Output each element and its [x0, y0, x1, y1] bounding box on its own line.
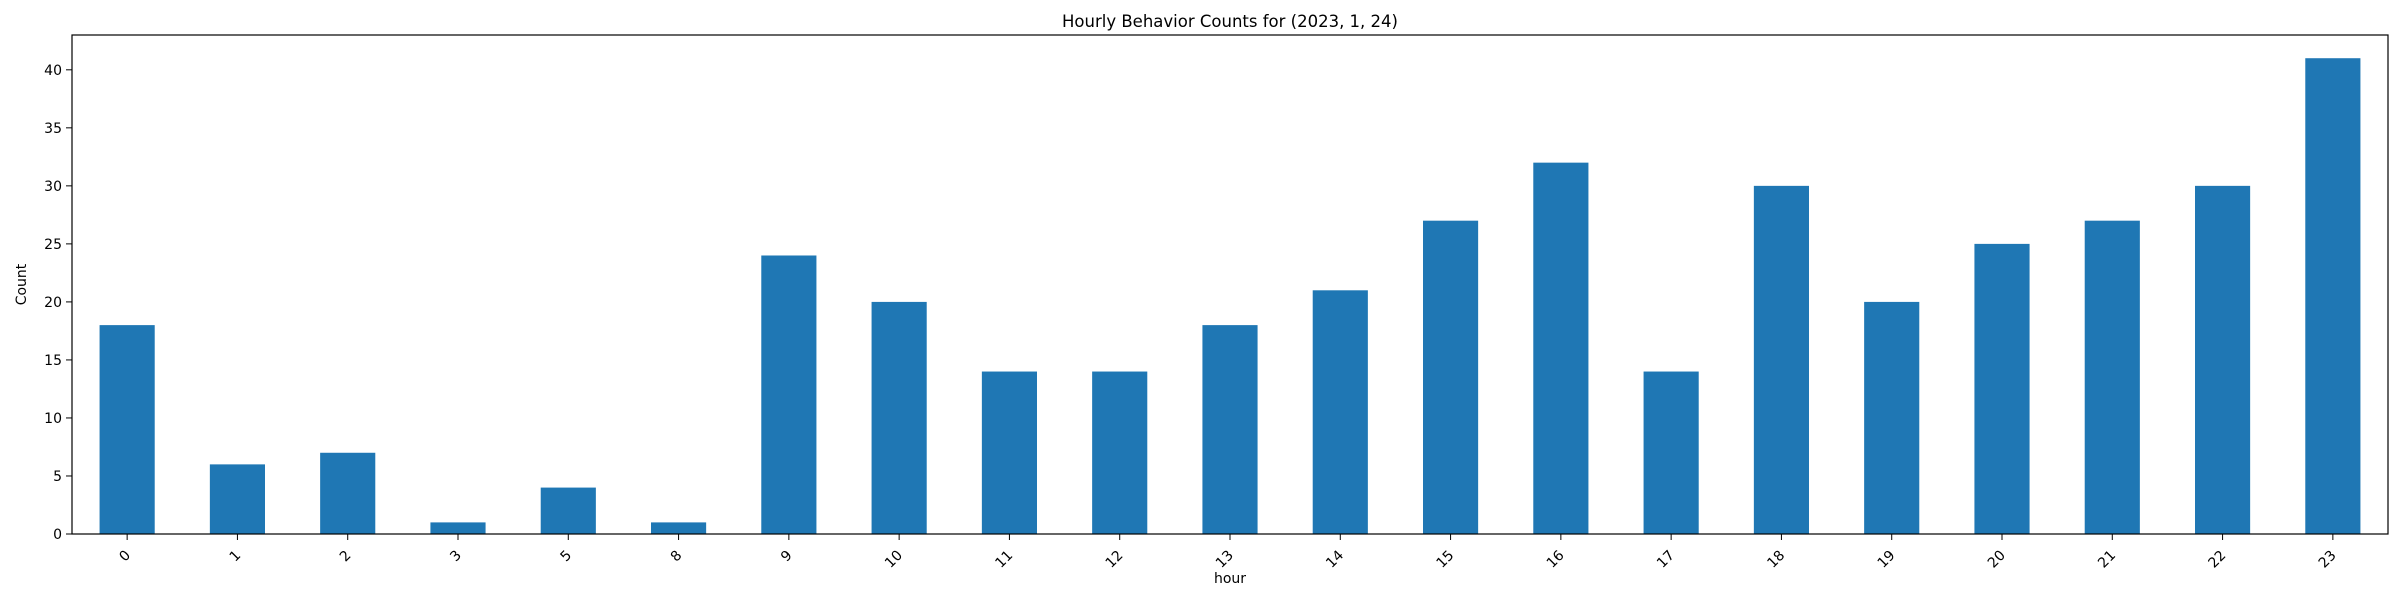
bar-hour-3 — [430, 522, 486, 534]
x-tick-label: 10 — [882, 548, 906, 572]
x-axis-ticks: 0 1 2 3 5 8 9 10 11 12 13 14 15 16 17 18 19 20 21 22 23 — [116, 534, 2340, 572]
x-tick-label: 19 — [1875, 548, 1899, 572]
x-tick-label: 23 — [2316, 548, 2340, 572]
x-tick-label: 22 — [2205, 548, 2229, 572]
x-tick-label: 0 — [116, 548, 134, 566]
x-tick-label: 5 — [557, 548, 575, 566]
bar-hour-2 — [320, 452, 376, 534]
x-tick-label: 2 — [337, 548, 355, 566]
y-axis-ticks: 0 5 10 15 20 25 30 35 40 — [44, 63, 72, 543]
chart-title: Hourly Behavior Counts for (2023, 1, 24) — [1062, 12, 1398, 31]
y-tick-label: 10 — [44, 411, 62, 427]
x-tick-label: 15 — [1433, 548, 1457, 572]
bars — [99, 58, 2361, 535]
bar-hour-0 — [99, 325, 155, 534]
bar-hour-17 — [1643, 371, 1699, 534]
bar-hour-22 — [2195, 185, 2251, 534]
y-tick-label: 15 — [44, 353, 62, 369]
bar-hour-11 — [981, 371, 1037, 534]
bar-hour-10 — [871, 301, 927, 534]
y-tick-label: 0 — [53, 527, 62, 543]
x-tick-label: 1 — [227, 548, 245, 566]
plot-frame — [71, 34, 2389, 535]
bar-hour-9 — [761, 255, 817, 534]
x-tick-label: 11 — [992, 548, 1016, 572]
x-axis-label: hour — [1214, 571, 1246, 587]
bar-hour-8 — [651, 522, 707, 534]
bar-hour-13 — [1202, 325, 1258, 534]
y-tick-label: 20 — [44, 295, 62, 311]
x-tick-label: 13 — [1213, 548, 1237, 572]
x-tick-label: 9 — [778, 548, 796, 566]
x-tick-label: 8 — [668, 548, 686, 566]
x-tick-label: 18 — [1764, 548, 1788, 572]
bar-hour-19 — [1864, 301, 1920, 534]
bar-hour-20 — [1974, 243, 2030, 534]
x-tick-label: 20 — [1985, 548, 2009, 572]
bar-hour-16 — [1533, 162, 1589, 534]
bar-hour-15 — [1423, 220, 1479, 534]
y-tick-label: 35 — [44, 121, 62, 137]
bar-hour-21 — [2084, 220, 2140, 534]
x-tick-label: 21 — [2095, 548, 2119, 572]
y-tick-label: 40 — [44, 63, 62, 79]
bar-hour-14 — [1312, 290, 1368, 534]
bar-hour-23 — [2305, 58, 2361, 535]
y-tick-label: 25 — [44, 237, 62, 253]
y-axis-label: Count — [14, 263, 30, 305]
x-tick-label: 12 — [1103, 548, 1127, 572]
bar-hour-5 — [540, 487, 596, 534]
bar-hour-12 — [1092, 371, 1148, 534]
x-tick-label: 16 — [1544, 547, 1568, 571]
x-tick-label: 3 — [447, 548, 465, 566]
y-tick-label: 5 — [53, 469, 62, 485]
bar-hour-1 — [209, 464, 265, 534]
x-tick-label: 17 — [1654, 548, 1678, 572]
x-tick-label: 14 — [1323, 547, 1347, 571]
bar-hour-18 — [1753, 185, 1809, 534]
y-tick-label: 30 — [44, 179, 62, 195]
